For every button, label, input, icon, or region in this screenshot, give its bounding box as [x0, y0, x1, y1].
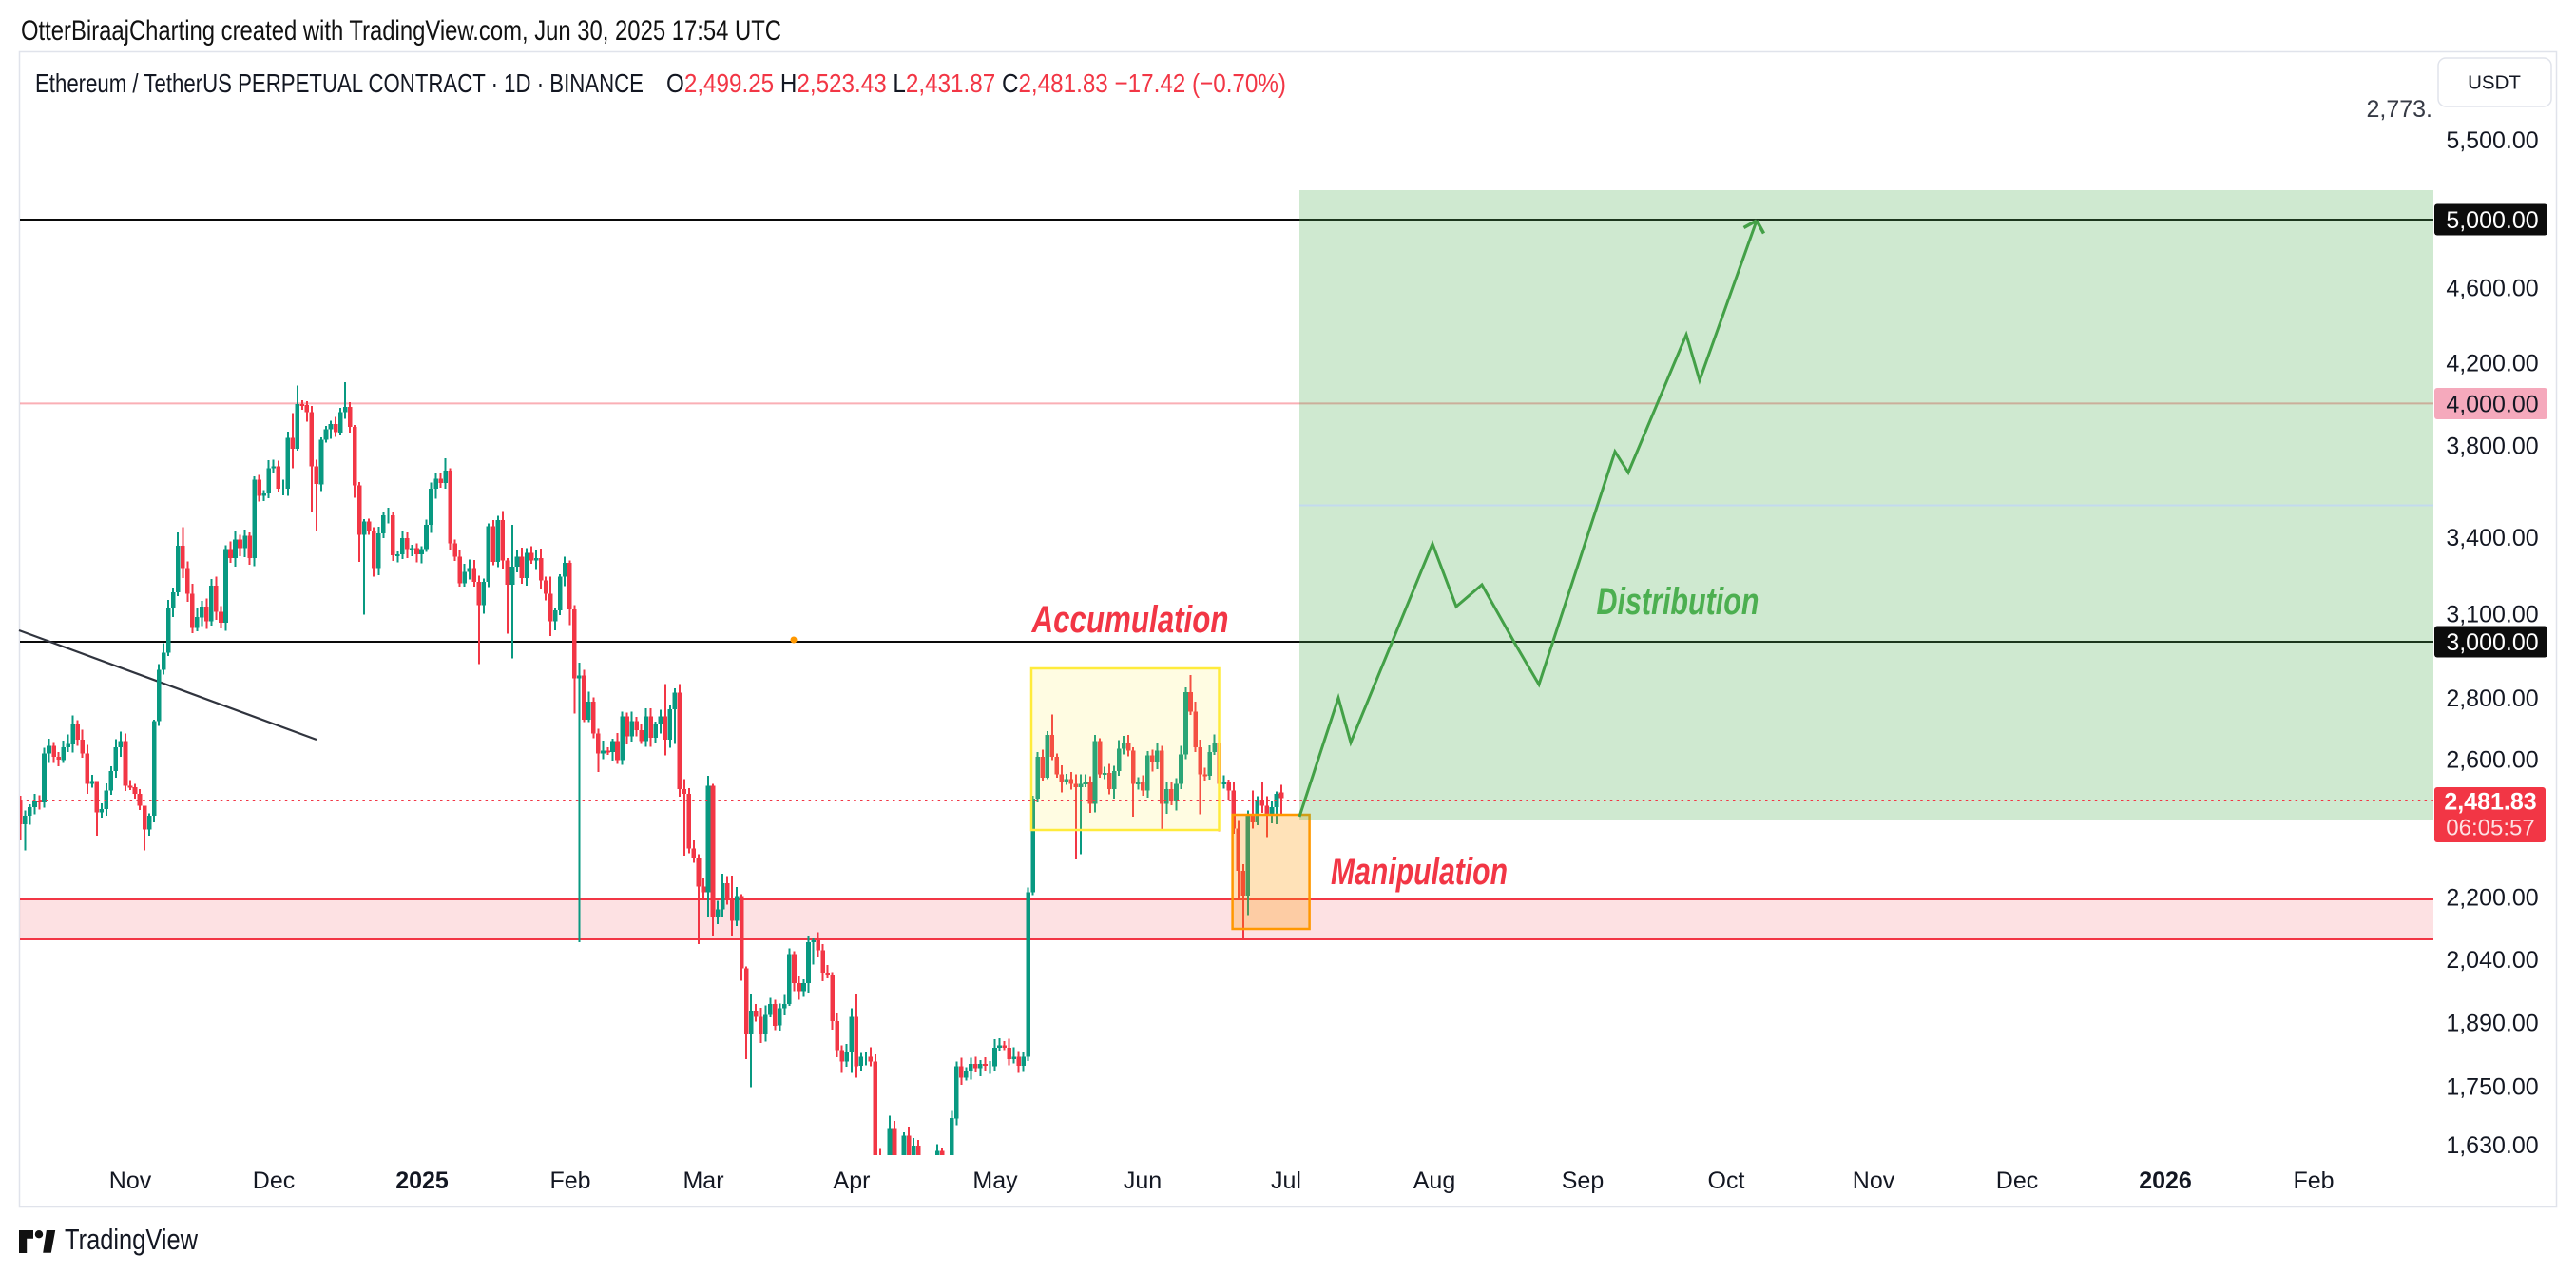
svg-text:TradingView: TradingView: [65, 1223, 199, 1256]
svg-text:Dec: Dec: [1996, 1168, 2038, 1194]
svg-text:May: May: [972, 1168, 1018, 1194]
svg-text:Aug: Aug: [1413, 1168, 1455, 1194]
svg-text:1,750.00: 1,750.00: [2446, 1073, 2538, 1100]
svg-text:5,500.00: 5,500.00: [2446, 127, 2538, 154]
svg-text:4,600.00: 4,600.00: [2446, 276, 2538, 302]
svg-text:2,200.00: 2,200.00: [2446, 885, 2538, 912]
svg-text:1,630.00: 1,630.00: [2446, 1132, 2538, 1159]
svg-text:2025: 2025: [395, 1168, 449, 1194]
svg-text:4,000.00: 4,000.00: [2446, 392, 2538, 418]
svg-text:4,200.00: 4,200.00: [2446, 351, 2538, 377]
svg-text:3,400.00: 3,400.00: [2446, 525, 2538, 551]
svg-text:3,800.00: 3,800.00: [2446, 434, 2538, 460]
svg-text:5,000.00: 5,000.00: [2446, 207, 2538, 234]
svg-text:Feb: Feb: [549, 1168, 590, 1194]
svg-text:O2,499.25 H2,523.43 L2,431.87: O2,499.25 H2,523.43 L2,431.87 C2,481.83 …: [666, 68, 1286, 98]
svg-text:1,890.00: 1,890.00: [2446, 1010, 2538, 1036]
svg-text:2026: 2026: [2139, 1168, 2192, 1194]
svg-text:2,800.00: 2,800.00: [2446, 685, 2538, 712]
svg-text:USDT: USDT: [2468, 72, 2521, 94]
svg-text:Jun: Jun: [1124, 1168, 1162, 1194]
svg-text:Mar: Mar: [682, 1168, 723, 1194]
svg-text:2,481.83: 2,481.83: [2444, 789, 2536, 816]
svg-text:2,600.00: 2,600.00: [2446, 746, 2538, 773]
svg-text:Sep: Sep: [1562, 1168, 1604, 1194]
svg-text:06:05:57: 06:05:57: [2446, 816, 2534, 841]
svg-text:Nov: Nov: [109, 1168, 152, 1194]
svg-text:Accumulation: Accumulation: [1031, 599, 1229, 641]
svg-text:Ethereum / TetherUS PERPETUAL: Ethereum / TetherUS PERPETUAL CONTRACT ·…: [35, 68, 644, 98]
svg-text:Apr: Apr: [834, 1168, 871, 1194]
svg-text:Oct: Oct: [1708, 1168, 1745, 1194]
svg-text:OtterBiraajCharting created wi: OtterBiraajCharting created with Trading…: [21, 15, 781, 47]
svg-text:Jul: Jul: [1271, 1168, 1301, 1194]
svg-text:Manipulation: Manipulation: [1331, 851, 1508, 893]
svg-text:Distribution: Distribution: [1597, 581, 1759, 623]
svg-text:3,100.00: 3,100.00: [2446, 601, 2538, 627]
svg-text:3,000.00: 3,000.00: [2446, 629, 2538, 656]
svg-text:Nov: Nov: [1853, 1168, 1895, 1194]
svg-text:Dec: Dec: [253, 1168, 295, 1194]
svg-text:2,773.: 2,773.: [2366, 96, 2432, 123]
svg-text:Feb: Feb: [2293, 1168, 2334, 1194]
svg-text:2,040.00: 2,040.00: [2446, 947, 2538, 974]
